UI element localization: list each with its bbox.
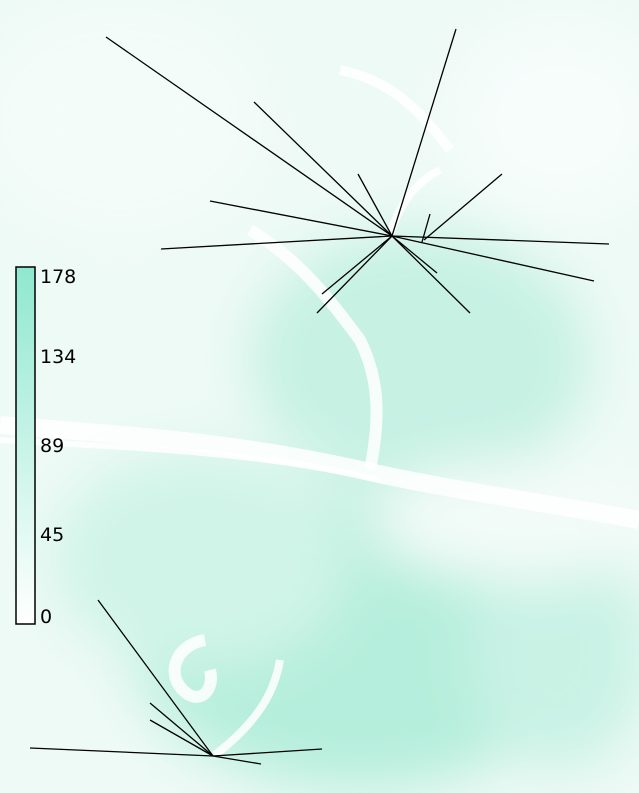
line-cluster-lower (29, 599, 323, 765)
field-ridge (246, 224, 383, 472)
field-ridge (0, 437, 381, 483)
field-ridge (0, 416, 639, 529)
cluster-line (316, 235, 393, 314)
cluster-line (160, 235, 393, 250)
colorbar-fill (15, 266, 36, 625)
cluster-line (149, 719, 214, 757)
field-blob (50, 450, 350, 670)
cluster-line (321, 235, 393, 295)
field-shading (0, 10, 639, 790)
line-cluster-upper (105, 28, 610, 314)
field-ridge (212, 659, 284, 759)
field-blob (0, 610, 100, 790)
cluster-line (421, 213, 431, 243)
cluster-line (423, 173, 503, 241)
cluster-line (391, 235, 610, 245)
colorbar-tick-label: 134 (40, 346, 77, 368)
colorbar-tick-label: 0 (40, 606, 53, 628)
cluster-line (97, 599, 214, 757)
field-blob (0, 10, 260, 230)
cluster-line (357, 173, 393, 237)
cluster-line (29, 747, 214, 757)
cluster-line (391, 28, 457, 237)
colorbar-tick-label: 178 (40, 266, 77, 288)
cluster-line (391, 235, 595, 282)
field-ridge (386, 166, 442, 237)
field-ridges (0, 65, 639, 759)
cluster-line (212, 748, 323, 757)
cluster-line (212, 755, 262, 765)
colorbar (15, 266, 36, 625)
cluster-line (209, 200, 393, 237)
cluster-line (253, 101, 393, 237)
colorbar-tick-label: 89 (40, 435, 65, 457)
cluster-line (391, 235, 438, 274)
field-ridge (168, 634, 217, 703)
field-ridge (338, 65, 454, 154)
cluster-line (149, 702, 214, 757)
cluster-line (105, 36, 393, 237)
field-blob (470, 530, 639, 770)
colorbar-tick-label: 45 (40, 524, 65, 546)
field-blob (450, 20, 639, 220)
cluster-line (391, 235, 471, 314)
